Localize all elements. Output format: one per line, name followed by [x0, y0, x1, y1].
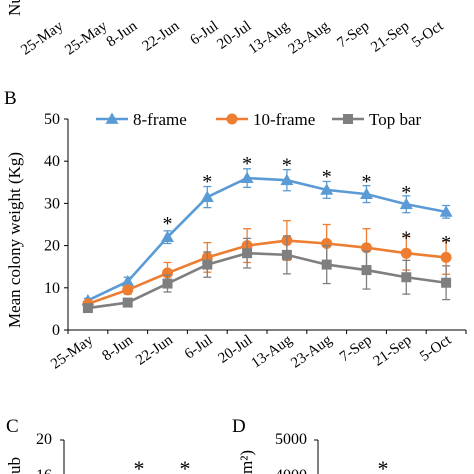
top-strip-tick-label: 5-Oct — [409, 18, 447, 51]
significance-star: * — [242, 153, 252, 175]
legend-item: 8-frame — [96, 110, 187, 129]
legend-item: Top bar — [332, 110, 421, 129]
x-tick-label: 23-Aug — [288, 332, 335, 372]
significance-star: * — [401, 182, 411, 204]
panel-c-star: * — [134, 456, 145, 474]
panel-d-tick-4000: 4000 — [275, 467, 307, 474]
panel-d: D m²) 5000 4000 * — [232, 416, 389, 474]
series-10-frame — [82, 220, 452, 310]
top-strip-tick-label: 21-Sep — [368, 18, 412, 55]
top-strip-tick-label: 22-Jun — [140, 18, 183, 55]
data-point — [321, 259, 332, 270]
top-strip-tick-label: 23-Aug — [286, 18, 333, 58]
data-point — [400, 247, 412, 259]
significance-star: * — [202, 171, 212, 193]
data-point — [242, 248, 253, 259]
legend-label: 8-frame — [133, 110, 187, 129]
legend-item: 10-frame — [216, 110, 315, 129]
panel-c-label: C — [6, 416, 19, 437]
top-strip-tick-label: 25-May — [18, 18, 66, 59]
x-tick-label: 22-Jun — [133, 332, 176, 369]
panel-c-y-axis-fragment: ub — [5, 457, 24, 474]
data-point — [399, 197, 413, 210]
series-line — [87, 176, 447, 302]
significance-star: * — [401, 227, 411, 249]
y-tick-label: 50 — [44, 111, 60, 128]
legend-marker — [343, 114, 353, 124]
significance-star: * — [441, 232, 451, 254]
y-tick-label: 10 — [44, 280, 60, 297]
x-tick-label: 5-Oct — [417, 332, 455, 365]
panel-c-tick-16: 16 — [36, 467, 52, 474]
x-tick-label: 20-Jul — [215, 332, 255, 367]
panel-d-y-axis-fragment: m²) — [237, 450, 256, 474]
x-tick-label: 8-Jun — [100, 332, 137, 365]
y-tick-label: 30 — [44, 195, 60, 212]
top-strip-tick-label: 13-Aug — [246, 18, 293, 58]
panel-d-tick-5000: 5000 — [275, 431, 307, 448]
data-point — [200, 190, 214, 202]
data-point — [320, 183, 334, 195]
panel-d-label: D — [232, 416, 246, 437]
data-point — [240, 171, 254, 183]
data-point — [360, 187, 373, 199]
x-tick-label: 13-Aug — [248, 332, 295, 372]
data-point — [121, 274, 135, 287]
x-tick-label: 7-Sep — [337, 332, 375, 365]
series-line — [87, 239, 447, 306]
x-tick-label: 21-Sep — [371, 332, 415, 369]
series-8-frame — [81, 168, 453, 306]
panel-b-axes — [64, 118, 467, 334]
data-point — [401, 272, 412, 283]
significance-star: * — [362, 171, 372, 193]
legend-marker — [105, 112, 119, 124]
data-point — [162, 278, 173, 289]
data-point — [281, 249, 292, 260]
data-point — [161, 230, 174, 243]
y-axis-tick-labels: 0 10 20 30 40 50 — [44, 111, 60, 339]
y-axis-title: Mean colony weight (Kg) — [5, 152, 24, 328]
panel-c-star: * — [180, 456, 191, 474]
y-tick-label: 40 — [44, 153, 60, 170]
series-top-bar — [82, 235, 452, 314]
data-point — [361, 265, 372, 276]
panel-c: C ub 20 16 * * — [5, 416, 191, 474]
legend-label: Top bar — [369, 110, 421, 129]
significance-markers: * * * * * * * * * — [163, 153, 452, 254]
significance-star: * — [163, 213, 173, 235]
panel-d-star: * — [378, 456, 389, 474]
top-strip-axis-fragment: Nu — [5, 0, 24, 16]
y-tick-label: 20 — [44, 238, 60, 255]
legend-label: 10-frame — [253, 110, 315, 129]
panel-b-series — [81, 168, 453, 314]
data-point — [280, 173, 294, 186]
data-point — [440, 251, 452, 263]
panel-c-tick-20: 20 — [36, 431, 52, 448]
top-strip-tick-label: 8-Jun — [104, 18, 141, 51]
data-point — [439, 205, 453, 217]
panel-b-label: B — [4, 88, 17, 109]
data-point — [122, 284, 134, 296]
data-point — [441, 277, 452, 288]
x-tick-label: 6-Jul — [182, 332, 216, 362]
data-point — [82, 303, 93, 314]
legend-marker — [226, 113, 238, 125]
y-tick-label: 0 — [52, 322, 60, 339]
data-point — [122, 297, 133, 308]
series-line — [87, 251, 447, 310]
significance-star: * — [282, 154, 292, 176]
legend: 8-frame 10-frame Top bar — [96, 110, 421, 129]
data-point — [202, 259, 213, 270]
significance-star: * — [322, 166, 332, 188]
top-strip-tick-label: 7-Sep — [334, 18, 372, 51]
